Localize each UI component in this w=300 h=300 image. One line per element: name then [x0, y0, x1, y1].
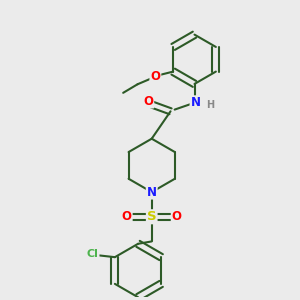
Text: N: N — [190, 96, 200, 109]
Text: N: N — [147, 186, 157, 199]
Text: O: O — [150, 70, 161, 83]
Text: H: H — [206, 100, 214, 110]
Text: Cl: Cl — [87, 249, 99, 259]
Text: S: S — [147, 210, 157, 223]
Text: O: O — [143, 94, 153, 107]
Text: O: O — [122, 210, 132, 223]
Text: O: O — [172, 210, 182, 223]
